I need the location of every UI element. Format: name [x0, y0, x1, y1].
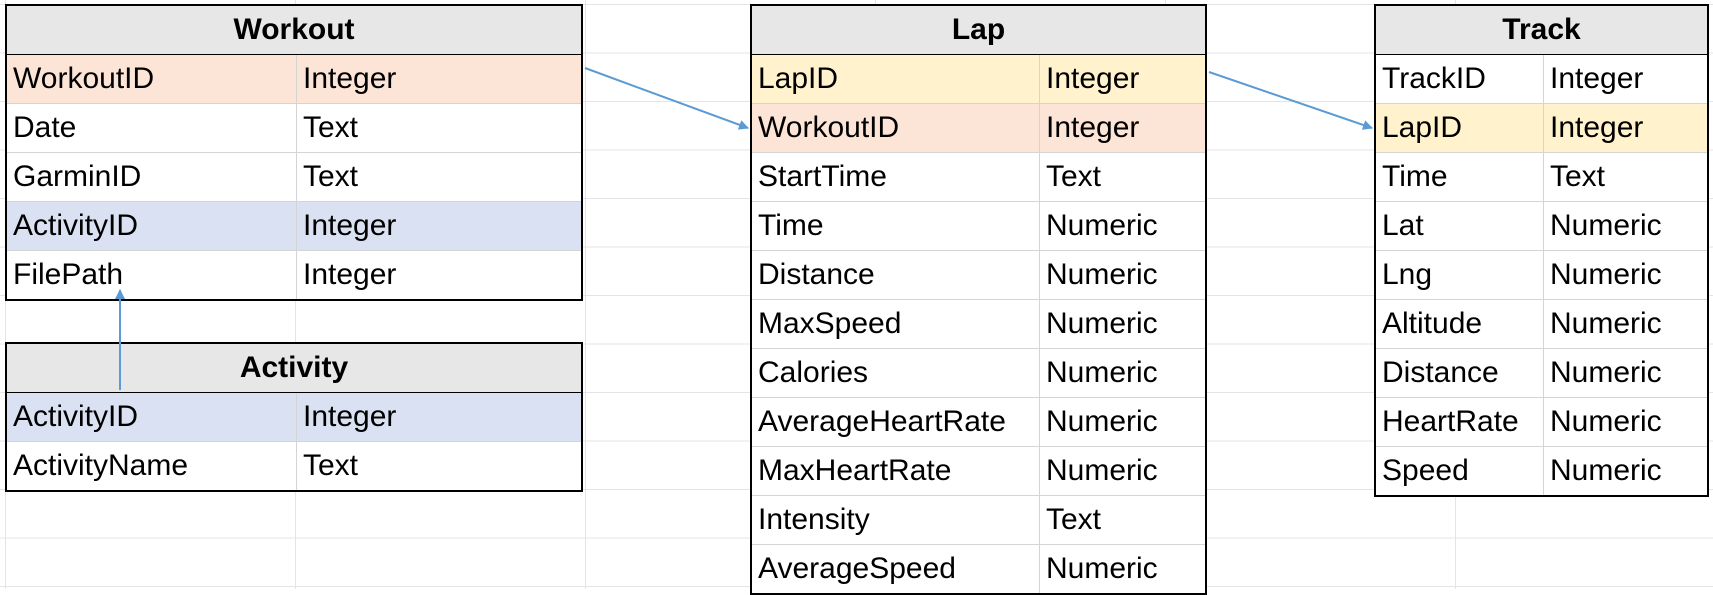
- table-row: ActivityID Integer: [7, 393, 581, 442]
- field-name: AverageHeartRate: [752, 398, 1040, 446]
- field-type: Integer: [1550, 111, 1644, 144]
- field-type: Text: [303, 449, 359, 482]
- table-row: Lng Numeric: [1376, 251, 1707, 300]
- track-table-title: Track: [1376, 6, 1707, 55]
- table-row: Time Text: [1376, 153, 1707, 202]
- field-name: ActivityName: [7, 442, 297, 490]
- field-type: Numeric: [1046, 405, 1158, 438]
- field-name: AverageSpeed: [752, 545, 1040, 593]
- field-type: Numeric: [1550, 209, 1662, 242]
- table-row: Intensity Text: [752, 496, 1205, 545]
- table-row: AverageSpeed Numeric: [752, 545, 1205, 593]
- table-row: ActivityName Text: [7, 442, 581, 490]
- field-type: Integer: [303, 209, 397, 242]
- field-type: Integer: [1046, 111, 1140, 144]
- table-row: Calories Numeric: [752, 349, 1205, 398]
- field-name: Distance: [752, 251, 1040, 299]
- field-type: Integer: [1046, 62, 1140, 95]
- table-row: TrackID Integer: [1376, 55, 1707, 104]
- field-name: WorkoutID: [752, 104, 1040, 152]
- field-name: ActivityID: [7, 202, 297, 250]
- table-row: GarminID Text: [7, 153, 581, 202]
- table-row: WorkoutID Integer: [752, 104, 1205, 153]
- field-name: Speed: [1376, 447, 1544, 495]
- field-type: Numeric: [1550, 307, 1662, 340]
- field-type: Numeric: [1550, 258, 1662, 291]
- table-row: Distance Numeric: [1376, 349, 1707, 398]
- field-name: MaxSpeed: [752, 300, 1040, 348]
- field-name: FilePath: [7, 251, 297, 299]
- field-name: WorkoutID: [7, 55, 297, 103]
- field-name: LapID: [1376, 104, 1544, 152]
- table-row: Lat Numeric: [1376, 202, 1707, 251]
- lap-table-title: Lap: [752, 6, 1205, 55]
- table-row: Distance Numeric: [752, 251, 1205, 300]
- table-row: LapID Integer: [1376, 104, 1707, 153]
- field-type: Numeric: [1550, 356, 1662, 389]
- field-name: Distance: [1376, 349, 1544, 397]
- table-row: ActivityID Integer: [7, 202, 581, 251]
- table-row: Time Numeric: [752, 202, 1205, 251]
- table-row: Speed Numeric: [1376, 447, 1707, 495]
- field-type: Text: [1550, 160, 1606, 193]
- lap-table: Lap LapID Integer WorkoutID Integer Star…: [750, 4, 1207, 595]
- table-row: MaxSpeed Numeric: [752, 300, 1205, 349]
- field-type: Text: [303, 111, 359, 144]
- field-name: GarminID: [7, 153, 297, 201]
- field-name: LapID: [752, 55, 1040, 103]
- table-row: MaxHeartRate Numeric: [752, 447, 1205, 496]
- table-row: LapID Integer: [752, 55, 1205, 104]
- activity-table: Activity ActivityID Integer ActivityName…: [5, 342, 583, 492]
- field-name: TrackID: [1376, 55, 1544, 103]
- field-type: Text: [1046, 503, 1102, 536]
- field-type: Numeric: [1046, 552, 1158, 585]
- workout-table: Workout WorkoutID Integer Date Text Garm…: [5, 4, 583, 301]
- field-name: Time: [752, 202, 1040, 250]
- field-name: Calories: [752, 349, 1040, 397]
- field-type: Text: [303, 160, 359, 193]
- field-type: Integer: [303, 258, 397, 291]
- workout-table-title: Workout: [7, 6, 581, 55]
- table-row: FilePath Integer: [7, 251, 581, 299]
- table-row: Date Text: [7, 104, 581, 153]
- field-name: Date: [7, 104, 297, 152]
- field-type: Text: [1046, 160, 1102, 193]
- field-type: Integer: [1550, 62, 1644, 95]
- field-type: Numeric: [1550, 454, 1662, 487]
- table-row: WorkoutID Integer: [7, 55, 581, 104]
- table-row: Altitude Numeric: [1376, 300, 1707, 349]
- field-name: Lng: [1376, 251, 1544, 299]
- track-table: Track TrackID Integer LapID Integer Time…: [1374, 4, 1709, 497]
- activity-table-title: Activity: [7, 344, 581, 393]
- field-name: Altitude: [1376, 300, 1544, 348]
- field-name: Intensity: [752, 496, 1040, 544]
- field-name: Lat: [1376, 202, 1544, 250]
- field-type: Numeric: [1046, 209, 1158, 242]
- field-type: Numeric: [1046, 307, 1158, 340]
- field-type: Numeric: [1046, 258, 1158, 291]
- field-type: Numeric: [1550, 405, 1662, 438]
- table-row: HeartRate Numeric: [1376, 398, 1707, 447]
- field-name: MaxHeartRate: [752, 447, 1040, 495]
- table-row: AverageHeartRate Numeric: [752, 398, 1205, 447]
- field-name: StartTime: [752, 153, 1040, 201]
- field-type: Integer: [303, 62, 397, 95]
- field-type: Integer: [303, 400, 397, 433]
- table-row: StartTime Text: [752, 153, 1205, 202]
- field-name: Time: [1376, 153, 1544, 201]
- field-name: ActivityID: [7, 393, 297, 441]
- field-name: HeartRate: [1376, 398, 1544, 446]
- field-type: Numeric: [1046, 356, 1158, 389]
- field-type: Numeric: [1046, 454, 1158, 487]
